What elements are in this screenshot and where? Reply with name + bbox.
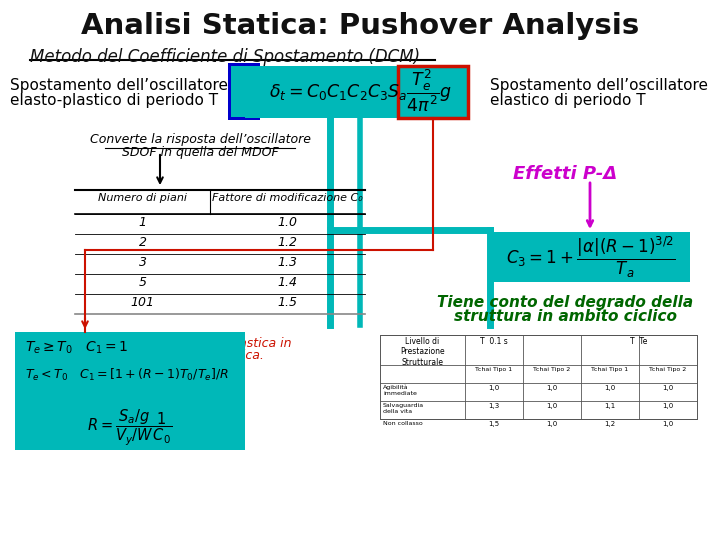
Text: Tchai Tipo 2: Tchai Tipo 2	[649, 367, 687, 372]
Text: $T_e \geq T_0 \quad C_1 = 1$: $T_e \geq T_0 \quad C_1 = 1$	[25, 340, 128, 356]
Text: 1.5: 1.5	[277, 296, 297, 309]
Text: Numero di piani: Numero di piani	[98, 193, 187, 203]
Text: 1.4: 1.4	[277, 276, 297, 289]
Text: 3: 3	[138, 256, 146, 269]
Bar	[380, 335, 697, 419]
Bar	[492, 232, 690, 282]
Text: T  0.1 s: T 0.1 s	[480, 337, 508, 346]
Text: 1: 1	[138, 216, 146, 229]
Text: quella elasto-plastica.: quella elasto-plastica.	[127, 349, 264, 362]
Text: Metodo del Coefficiente di Spostamento (DCM): Metodo del Coefficiente di Spostamento (…	[30, 48, 420, 66]
Text: 1,0: 1,0	[546, 421, 557, 427]
Text: 101: 101	[130, 296, 155, 309]
Text: 1,0: 1,0	[488, 385, 500, 391]
Text: SDOF in quella del MDOF: SDOF in quella del MDOF	[122, 146, 279, 159]
Text: 1,0: 1,0	[662, 421, 674, 427]
Text: 1,0: 1,0	[546, 403, 557, 409]
Text: $R = \dfrac{S_a / g}{V_y / W} \dfrac{1}{C_0}$: $R = \dfrac{S_a / g}{V_y / W} \dfrac{1}{…	[88, 408, 173, 448]
Text: 1.3: 1.3	[277, 256, 297, 269]
Text: 1,3: 1,3	[488, 403, 500, 409]
Bar	[245, 66, 470, 118]
Text: Tiene conto del degrado della: Tiene conto del degrado della	[437, 295, 693, 310]
Text: $C_3 = 1 + \dfrac{|\alpha|(R-1)^{3/2}}{T_a}$: $C_3 = 1 + \dfrac{|\alpha|(R-1)^{3/2}}{T…	[506, 234, 676, 280]
Text: 1,5: 1,5	[488, 421, 500, 427]
Text: Converte la risposta dell’oscillatore: Converte la risposta dell’oscillatore	[89, 133, 310, 146]
Text: 1,0: 1,0	[546, 385, 557, 391]
Text: Agibilità
immediate: Agibilità immediate	[383, 385, 417, 396]
Text: Analisi Statica: Pushover Analysis: Analisi Statica: Pushover Analysis	[81, 12, 639, 40]
Text: 5: 5	[138, 276, 146, 289]
Bar	[398, 66, 468, 118]
Text: 1,0: 1,0	[662, 385, 674, 391]
Text: Effetti P-Δ: Effetti P-Δ	[513, 165, 617, 183]
Text: 2: 2	[138, 236, 146, 249]
Text: Tchai Tipo 1: Tchai Tipo 1	[475, 367, 513, 372]
Text: Fattore di modificazione C₀: Fattore di modificazione C₀	[212, 193, 363, 203]
Text: 1.0: 1.0	[277, 216, 297, 229]
Text: 1,2: 1,2	[604, 421, 616, 427]
Bar	[15, 332, 245, 450]
Text: 1,1: 1,1	[604, 403, 616, 409]
Text: T  Te: T Te	[630, 337, 648, 346]
Text: Tchai Tipo 1: Tchai Tipo 1	[591, 367, 629, 372]
Text: Spostamento dell’oscillatore: Spostamento dell’oscillatore	[490, 78, 708, 93]
Text: Salvaguardia
della vita: Salvaguardia della vita	[383, 403, 424, 414]
Text: Tchai Tipo 2: Tchai Tipo 2	[534, 367, 571, 372]
Text: 1,0: 1,0	[604, 385, 616, 391]
Text: $T_e < T_0 \quad C_1 = [1+(R-1)T_0/T_e]/ R$: $T_e < T_0 \quad C_1 = [1+(R-1)T_0/T_e]/…	[25, 367, 229, 383]
Text: Livello di
Prestazione
Strutturale: Livello di Prestazione Strutturale	[400, 337, 445, 367]
Text: Converte la risposta elastica in: Converte la risposta elastica in	[98, 337, 292, 350]
Text: elastico di periodo T: elastico di periodo T	[490, 93, 646, 108]
Text: elasto-plastico di periodo T: elasto-plastico di periodo T	[10, 93, 218, 108]
Bar	[228, 63, 260, 120]
Text: Spostamento dell’oscillatore: Spostamento dell’oscillatore	[10, 78, 228, 93]
Bar	[231, 66, 257, 117]
Text: 1.2: 1.2	[277, 236, 297, 249]
Text: 1,0: 1,0	[662, 403, 674, 409]
Text: $\delta_t = C_0 C_1 C_2 C_3 S_a \dfrac{T_e^2}{4\pi^2} g$: $\delta_t = C_0 C_1 C_2 C_3 S_a \dfrac{T…	[269, 68, 451, 114]
Text: Non collasso: Non collasso	[383, 421, 423, 426]
Text: struttura in ambito ciclico: struttura in ambito ciclico	[454, 309, 677, 324]
